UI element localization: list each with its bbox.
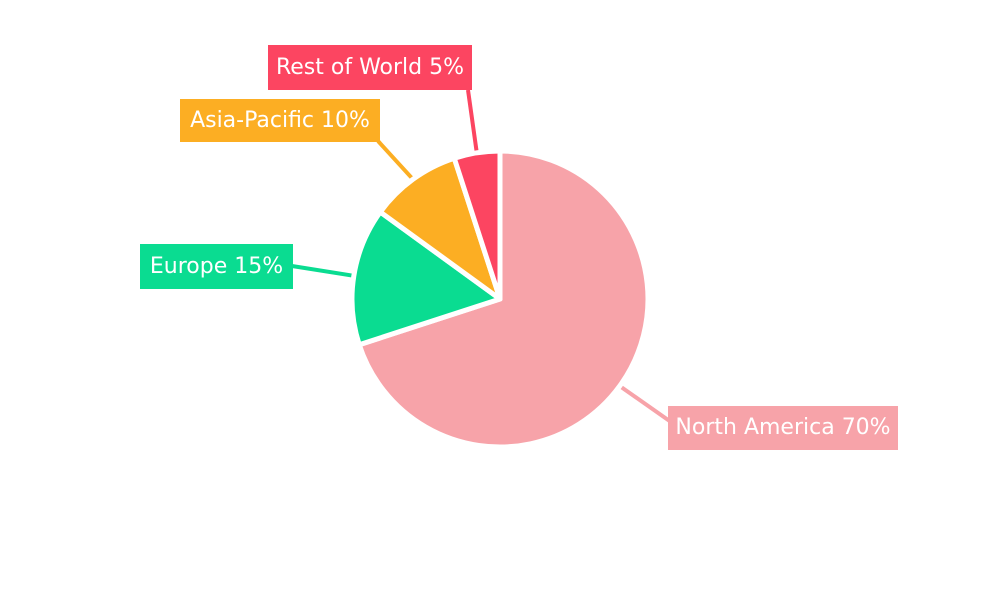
pie-slice-north-america [356, 148, 651, 450]
leader-lines [291, 89, 673, 424]
leader-line-north-america [618, 384, 673, 424]
pie-slice-europe [349, 209, 503, 348]
slice-label-asia-pacific: Asia-Pacific 10% [180, 99, 380, 142]
slice-label-europe: Europe 15% [140, 244, 293, 289]
leader-line-asia-pacific [376, 139, 415, 181]
pie-slice-rest-of-world [451, 148, 503, 302]
leader-line-europe [291, 264, 355, 278]
slice-label-north-america: North America 70% [668, 406, 898, 450]
pie-slice-asia-pacific [377, 155, 503, 302]
leader-line-rest-of-world [466, 89, 479, 154]
slice-label-rest-of-world: Rest of World 5% [268, 45, 472, 90]
pie-slices [349, 148, 651, 450]
